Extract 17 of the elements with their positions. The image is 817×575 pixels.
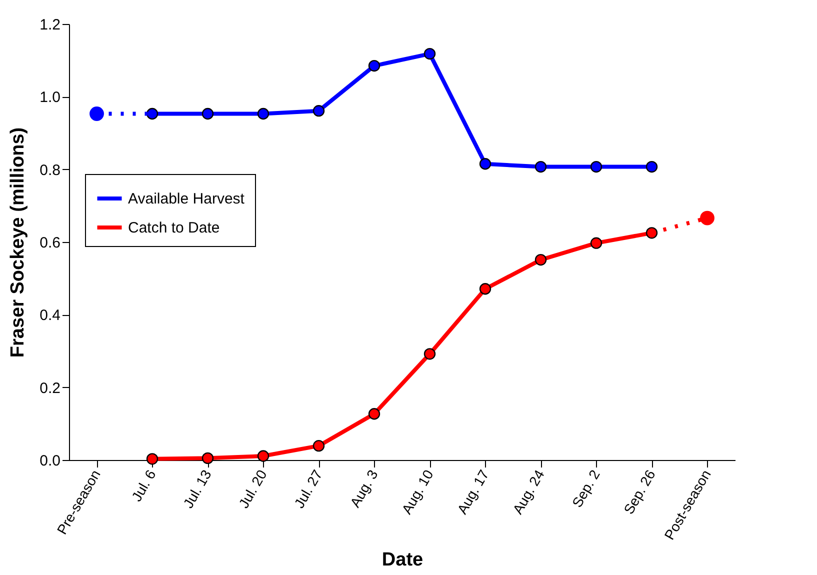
y-tick-label: 1.2	[40, 16, 60, 34]
y-tick-label: 0.4	[40, 307, 60, 324]
y-tick-label: 0.8	[40, 162, 60, 179]
x-tick-label: Jul. 6	[128, 466, 159, 504]
y-axis-title: Fraser Sockeye (millions)	[8, 127, 29, 358]
x-tick-label: Jul. 13	[180, 466, 214, 511]
y-tick-label: 0.2	[40, 380, 60, 397]
y-tick-label: 0.6	[40, 234, 60, 252]
x-tick-label: Sep. 26	[620, 466, 658, 517]
x-tick-label: Jul. 27	[290, 466, 326, 511]
x-axis-title: Date	[382, 549, 424, 570]
x-tick-label: Jul. 20	[235, 466, 270, 511]
legend-label: Catch to Date	[128, 220, 220, 236]
y-tick-label: 1.0	[40, 89, 60, 106]
x-tick-label: Sep. 2	[568, 466, 603, 510]
y-tick-label: 0.0	[40, 452, 60, 470]
legend-label: Available Harvest	[128, 190, 246, 208]
